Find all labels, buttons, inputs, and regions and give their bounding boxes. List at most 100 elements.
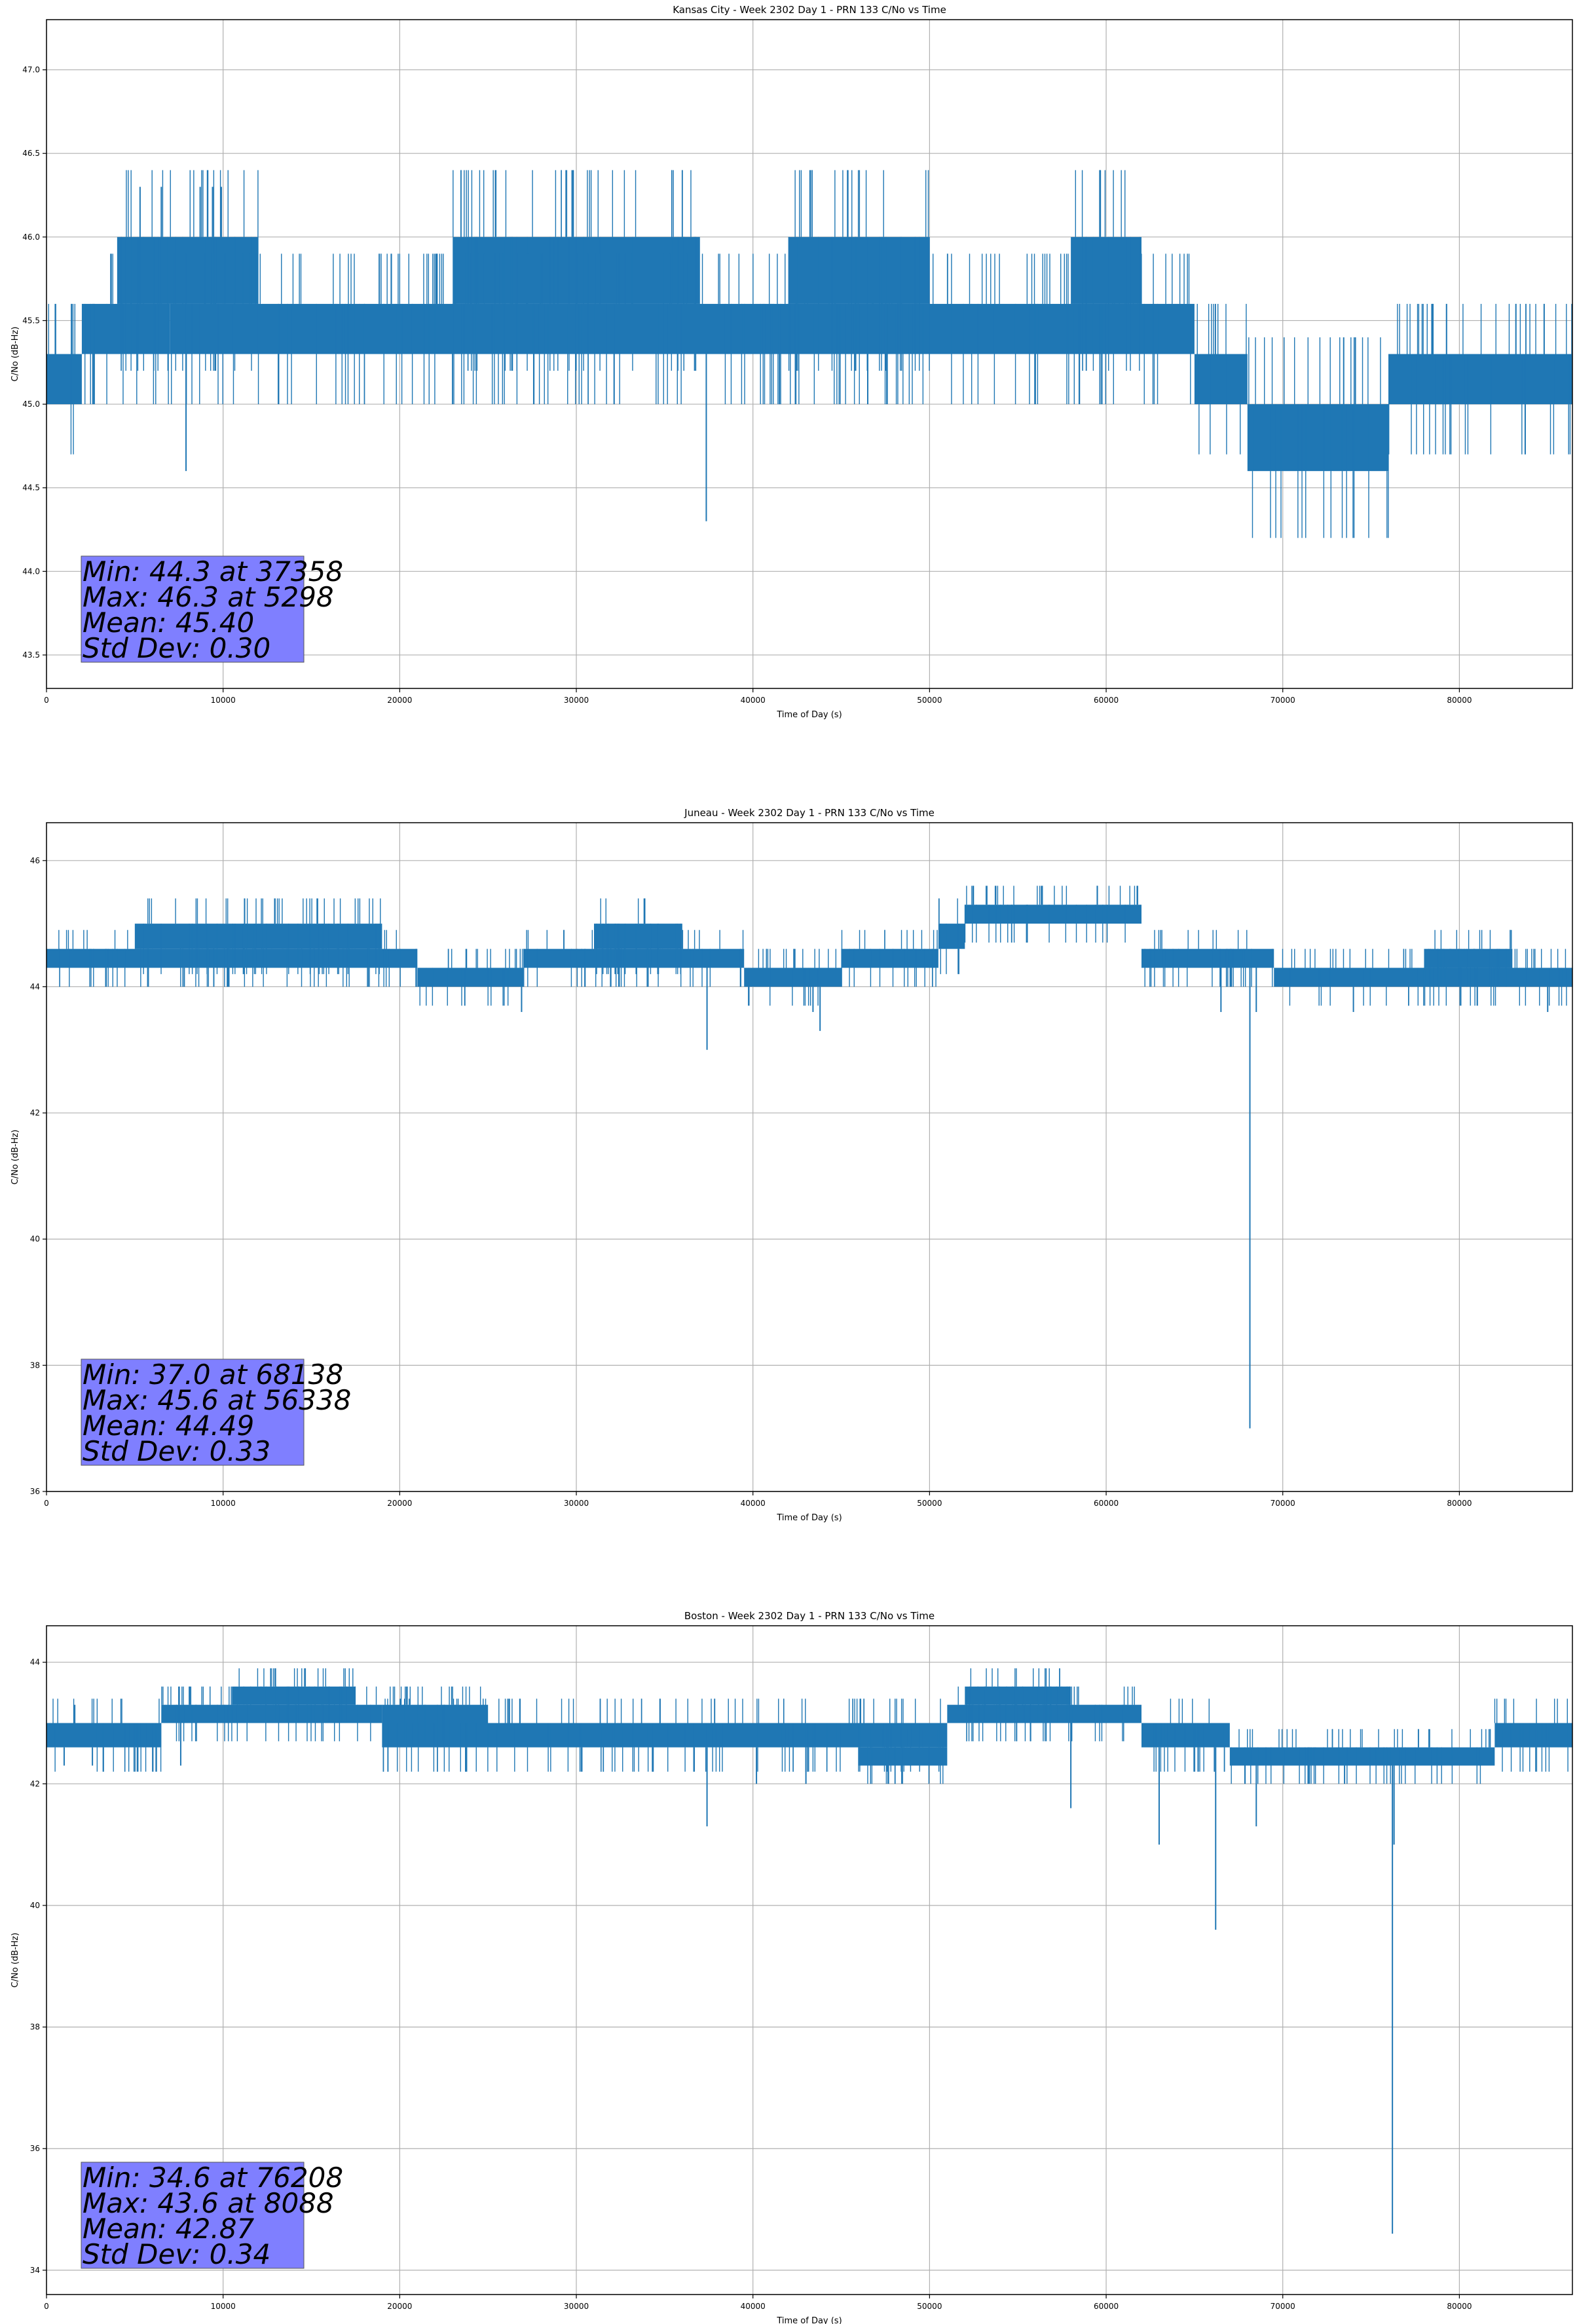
- y-tick-label: 43.5: [22, 650, 40, 660]
- data-band: [232, 1686, 356, 1705]
- data-band: [117, 236, 259, 304]
- x-tick-label: 50000: [917, 2302, 942, 2311]
- x-tick-label: 0: [44, 2302, 49, 2311]
- x-tick-label: 60000: [1094, 1499, 1119, 1508]
- data-band: [1229, 1747, 1495, 1766]
- stats-line: Mean: 42.87: [83, 2213, 254, 2245]
- chart-panel-2: 0 10000 20000 30000 40000 50000 60000 70000 8000…: [10, 807, 1573, 1523]
- stats-box: [81, 2162, 305, 2269]
- data-band: [841, 948, 938, 968]
- x-tick-label: 10000: [211, 696, 236, 705]
- x-tick-label: 20000: [387, 696, 412, 705]
- y-tick-label: 44.0: [22, 567, 40, 576]
- x-tick-label: 20000: [387, 1499, 412, 1508]
- x-tick-label: 70000: [1271, 2302, 1295, 2311]
- data-band: [453, 303, 1036, 354]
- data-series: [46, 1668, 1572, 2234]
- stats-line: Std Dev: 0.33: [83, 1435, 270, 1467]
- x-tick-label: 60000: [1094, 696, 1119, 705]
- x-tick-label: 0: [44, 696, 49, 705]
- y-tick-label: 42: [30, 1779, 40, 1788]
- data-band: [1141, 1723, 1230, 1748]
- y-tick-label: 40: [30, 1901, 40, 1910]
- y-tick-label: 45.0: [22, 400, 40, 409]
- data-band: [1141, 948, 1274, 968]
- stats-line: Min: 34.6 at 76208: [83, 2162, 343, 2194]
- data-band: [1194, 354, 1248, 405]
- x-tick-label: 50000: [917, 696, 942, 705]
- data-band: [1247, 404, 1389, 472]
- x-tick-label: 10000: [211, 2302, 236, 2311]
- stats-line: Std Dev: 0.34: [83, 2238, 270, 2270]
- x-tick-label: 10000: [211, 1499, 236, 1508]
- y-tick-label: 45.5: [22, 316, 40, 325]
- y-axis-label: C/No (dB-Hz): [10, 1933, 20, 1988]
- data-band: [46, 948, 418, 968]
- stats-box: [81, 1359, 305, 1466]
- x-tick-label: 30000: [564, 696, 589, 705]
- chart-panel-3: 0 10000 20000 30000 40000 50000 60000 70000 8000…: [10, 1610, 1573, 2324]
- stats-line: Mean: 45.40: [83, 607, 254, 639]
- data-band: [523, 948, 745, 968]
- data-band: [1494, 1723, 1572, 1748]
- data-band: [1388, 354, 1572, 405]
- data-band: [1035, 303, 1195, 354]
- y-axis-label: C/No (dB-Hz): [10, 1130, 20, 1185]
- stats-line: Min: 44.3 at 37358: [83, 555, 343, 588]
- x-tick-label: 40000: [741, 2302, 766, 2311]
- stats-line: Mean: 44.49: [83, 1410, 254, 1442]
- data-band: [417, 967, 524, 987]
- x-tick-label: 70000: [1271, 1499, 1295, 1508]
- y-tick-label: 46.0: [22, 233, 40, 242]
- data-band: [134, 924, 382, 949]
- axes-frame: [46, 19, 1573, 689]
- data-band: [170, 303, 453, 354]
- x-tick-label: 80000: [1447, 2302, 1472, 2311]
- stats-line: Std Dev: 0.30: [83, 632, 270, 664]
- x-tick-label: 0: [44, 1499, 49, 1508]
- y-axis-label: C/No (dB-Hz): [10, 327, 20, 382]
- axes-frame: [46, 1625, 1573, 2295]
- y-tick-label: 47.0: [22, 66, 40, 75]
- x-tick-label: 70000: [1271, 696, 1295, 705]
- chart-title: Boston - Week 2302 Day 1 - PRN 133 C/No …: [684, 1610, 935, 1622]
- x-tick-label: 40000: [741, 1499, 766, 1508]
- x-tick-label: 60000: [1094, 2302, 1119, 2311]
- x-axis-label: Time of Day (s): [776, 1513, 842, 1523]
- y-tick-label: 34: [30, 2266, 40, 2275]
- data-series: [46, 170, 1572, 538]
- stats-line: Max: 45.6 at 56338: [83, 1384, 351, 1416]
- stats-box: [81, 555, 305, 663]
- data-band: [1071, 236, 1141, 304]
- data-series: [46, 886, 1572, 1429]
- x-axis-label: Time of Day (s): [776, 710, 842, 720]
- data-band: [965, 1686, 1071, 1705]
- y-tick-label: 44: [30, 982, 40, 991]
- data-band: [161, 1704, 382, 1723]
- data-band: [46, 354, 82, 405]
- y-tick-label: 44: [30, 1658, 40, 1667]
- data-band: [965, 905, 1141, 924]
- stats-line: Max: 46.3 at 5298: [83, 581, 334, 613]
- chart-title: Kansas City - Week 2302 Day 1 - PRN 133 …: [673, 4, 946, 16]
- stats-line: Min: 37.0 at 68138: [83, 1359, 343, 1391]
- data-band: [938, 924, 965, 949]
- x-tick-label: 40000: [741, 696, 766, 705]
- y-tick-label: 42: [30, 1108, 40, 1117]
- y-tick-label: 46: [30, 856, 40, 865]
- data-band: [788, 236, 930, 304]
- x-axis-label: Time of Day (s): [776, 2316, 842, 2324]
- stats-line: Max: 43.6 at 8088: [83, 2187, 334, 2219]
- axes-frame: [46, 822, 1573, 1492]
- x-tick-label: 80000: [1447, 1499, 1472, 1508]
- y-tick-label: 38: [30, 1360, 40, 1370]
- y-tick-label: 36: [30, 2144, 40, 2153]
- x-tick-label: 30000: [564, 1499, 589, 1508]
- chart-panel-1: 0 10000 20000 30000 40000 50000 60000 70000 8000…: [10, 4, 1573, 720]
- y-tick-label: 40: [30, 1235, 40, 1244]
- x-tick-label: 30000: [564, 2302, 589, 2311]
- chart-title: Juneau - Week 2302 Day 1 - PRN 133 C/No …: [684, 807, 935, 819]
- y-tick-label: 46.5: [22, 149, 40, 158]
- y-tick-label: 38: [30, 2023, 40, 2032]
